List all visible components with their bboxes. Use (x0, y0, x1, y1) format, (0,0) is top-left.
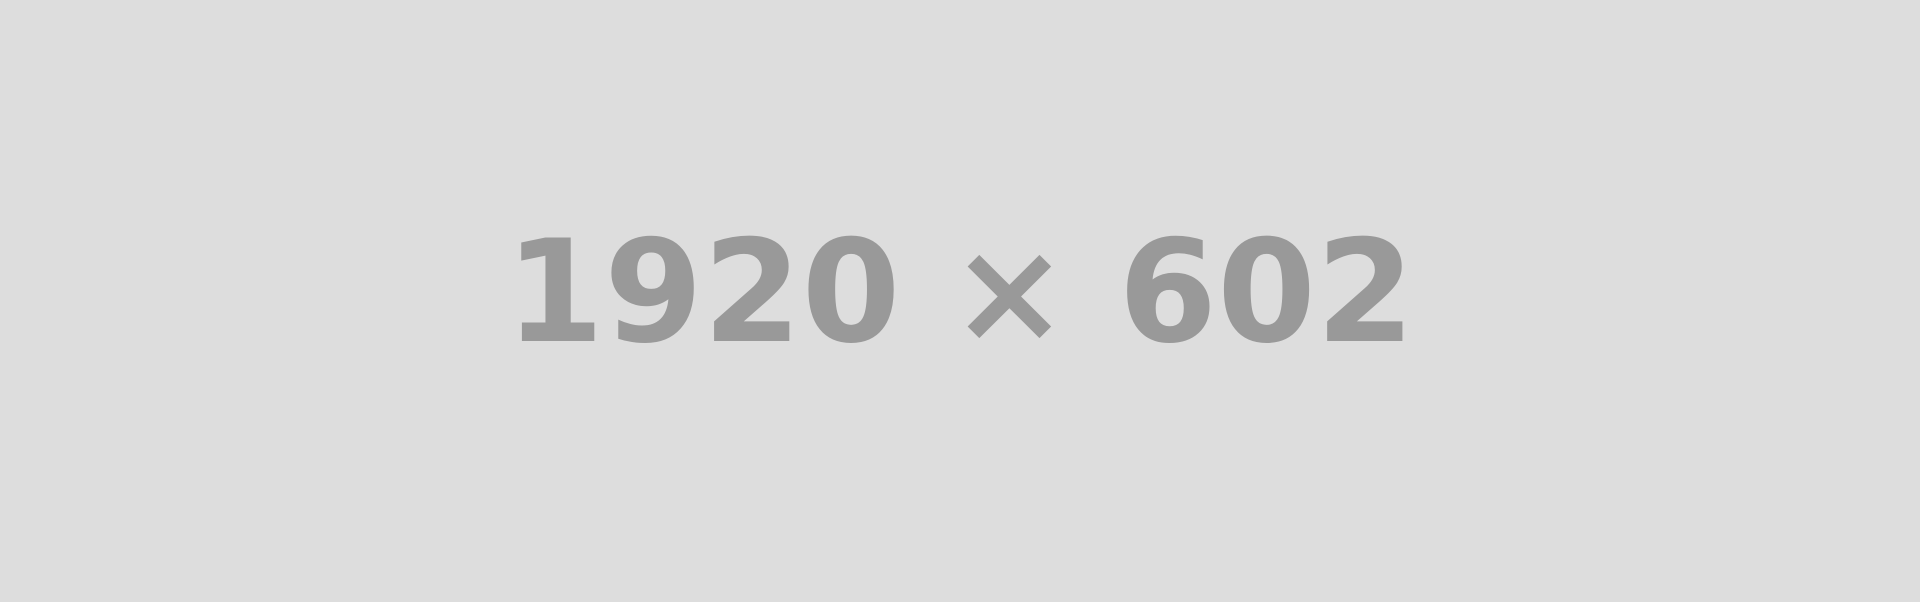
dimensions-label: 1920 × 602 (505, 210, 1415, 375)
